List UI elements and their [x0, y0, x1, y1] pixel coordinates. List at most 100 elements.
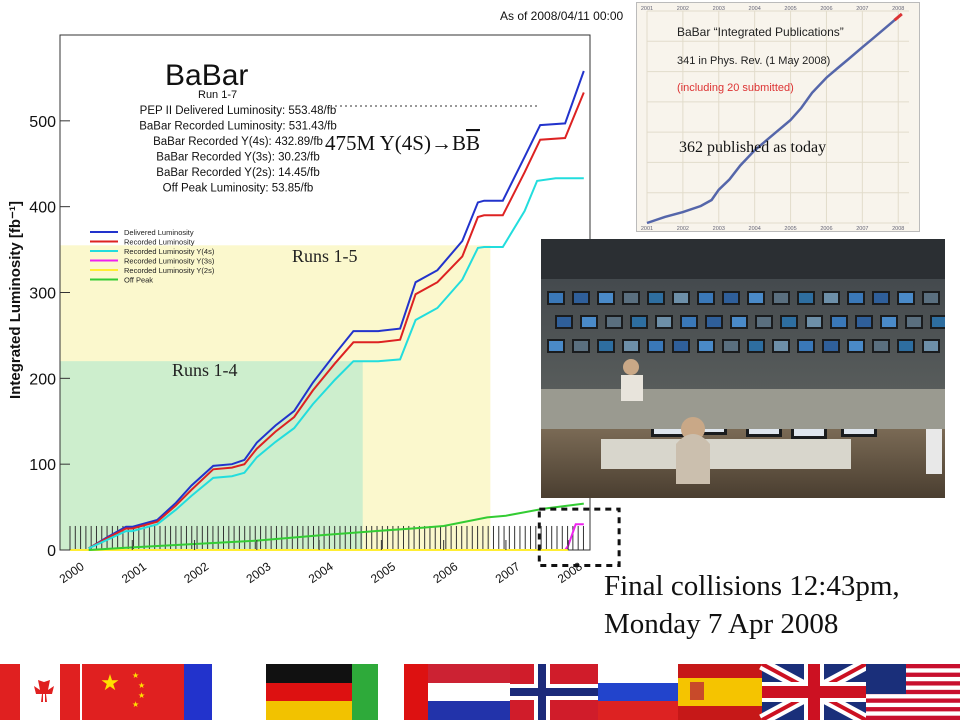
- flag-ireland-austria: [378, 664, 428, 720]
- monitor-screen: [624, 293, 638, 303]
- flag-united-kingdom: [759, 664, 869, 720]
- caption-line-1: Final collisions 12:43pm,: [604, 570, 900, 602]
- publications-inset: BaBar “Integrated Publications” 341 in P…: [636, 2, 920, 232]
- x-tick-label: 2002: [181, 559, 211, 586]
- us-stripe: [866, 715, 960, 720]
- monitor-screen: [749, 293, 763, 303]
- annotation-475m: 475M Y(4S)→BB: [325, 131, 480, 155]
- x-tick-label: 2006: [430, 559, 460, 586]
- monitor-screen: [849, 341, 863, 351]
- publications-submitted: (including 20 submitted): [677, 82, 794, 94]
- monitor-screen: [857, 317, 871, 327]
- monitor-screen: [657, 317, 671, 327]
- monitor-screen: [724, 341, 738, 351]
- monitor-screen: [774, 341, 788, 351]
- monitor-screen: [774, 293, 788, 303]
- legend-label: Off Peak: [124, 276, 153, 285]
- flag-norway: [510, 664, 598, 720]
- series-line-2: [88, 177, 584, 550]
- pub-year-label: 2007: [856, 226, 868, 231]
- monitor-screen: [874, 341, 888, 351]
- pub-year-label: 2001: [641, 6, 653, 12]
- us-stripe: [866, 689, 960, 695]
- monitor-screen: [807, 317, 821, 327]
- svg-text:★: ★: [138, 691, 145, 700]
- svg-text:★: ★: [100, 670, 120, 695]
- monitor-screen: [599, 341, 613, 351]
- monitor-screen: [757, 317, 771, 327]
- flag-spain: [678, 664, 762, 720]
- monitor-screen: [749, 341, 763, 351]
- final-period-highlight-box: [537, 507, 621, 567]
- series-line-0: [88, 70, 585, 550]
- pub-year-label: 2006: [820, 226, 832, 231]
- legend-label: Delivered Luminosity: [124, 228, 194, 237]
- y-tick-label: 100: [29, 457, 56, 474]
- monitor-screen: [849, 293, 863, 303]
- x-tick-label: 2008: [555, 559, 585, 586]
- monitor-screen: [599, 293, 613, 303]
- run-region-label-1: Runs 1-5: [292, 246, 358, 266]
- monitor-screen: [557, 317, 571, 327]
- stat-line: Off Peak Luminosity: 53.85/fb: [163, 183, 314, 195]
- svg-text:★: ★: [138, 681, 145, 690]
- monitor-screen: [624, 341, 638, 351]
- x-tick-label: 2003: [244, 559, 274, 586]
- svg-text:★: ★: [132, 671, 139, 680]
- monitor-screen: [824, 293, 838, 303]
- monitor-screen: [574, 341, 588, 351]
- svg-text:★: ★: [132, 700, 139, 709]
- flag-italy-germany: [240, 664, 378, 720]
- stat-line: BaBar Recorded Luminosity: 531.43/fb: [139, 121, 337, 133]
- monitor-screen: [782, 317, 796, 327]
- stat-line: PEP II Delivered Luminosity: 553.48/fb: [140, 105, 337, 117]
- publications-count: 341 in Phys. Rev. (1 May 2008): [677, 55, 830, 67]
- monitor-screen: [907, 317, 921, 327]
- series-line-1: [88, 92, 585, 550]
- monitor-screen: [632, 317, 646, 327]
- monitor-screen: [882, 317, 896, 327]
- legend-label: Recorded Luminosity: [124, 238, 195, 247]
- flag-netherlands: [428, 664, 510, 720]
- pub-year-label: 2003: [713, 226, 725, 231]
- collaboration-flags: ★ ★ ★ ★ ★: [0, 664, 960, 720]
- monitor-screen: [674, 341, 688, 351]
- luminosity-stats: PEP II Delivered Luminosity: 553.48/fb Ba…: [139, 105, 337, 195]
- control-room-photo: [541, 239, 945, 498]
- stat-line: BaBar Recorded Y(3s): 30.23/fb: [156, 152, 319, 164]
- y-tick-label: 400: [29, 200, 56, 217]
- flag-canada: [0, 664, 80, 720]
- pub-year-label: 2002: [677, 6, 689, 12]
- pub-year-label: 2005: [784, 226, 796, 231]
- pub-year-label: 2006: [820, 6, 832, 12]
- flag-china: ★ ★ ★ ★ ★: [82, 664, 184, 720]
- y-tick-label: 300: [29, 286, 56, 303]
- publications-recent: [893, 12, 903, 22]
- monitor-screen: [699, 293, 713, 303]
- x-tick-label: 2004: [306, 559, 336, 586]
- monitor-screen: [582, 317, 596, 327]
- monitor-screen: [549, 293, 563, 303]
- monitor-screen: [832, 317, 846, 327]
- monitor-screen: [649, 341, 663, 351]
- monitor-screen: [707, 317, 721, 327]
- y-tick-label: 500: [29, 114, 56, 131]
- x-tick-label: 2001: [119, 559, 149, 586]
- monitor-screen: [899, 293, 913, 303]
- pub-year-label: 2007: [856, 6, 868, 12]
- legend-label: Recorded Luminosity Y(4s): [124, 247, 215, 256]
- pub-year-label: 2008: [892, 6, 904, 12]
- x-tick-label: 2005: [368, 559, 398, 586]
- monitor-screen: [549, 341, 563, 351]
- monitor-screen: [899, 341, 913, 351]
- legend-label: Recorded Luminosity Y(2s): [124, 266, 215, 275]
- legend-label: Recorded Luminosity Y(3s): [124, 257, 215, 266]
- monitor-screen: [824, 341, 838, 351]
- us-stripe: [866, 664, 960, 669]
- x-tick-label: 2000: [57, 559, 87, 586]
- us-stripe: [866, 672, 960, 677]
- caption-line-2: Monday 7 Apr 2008: [604, 608, 839, 640]
- flag-france: [184, 664, 240, 720]
- flag-russia: [598, 664, 678, 720]
